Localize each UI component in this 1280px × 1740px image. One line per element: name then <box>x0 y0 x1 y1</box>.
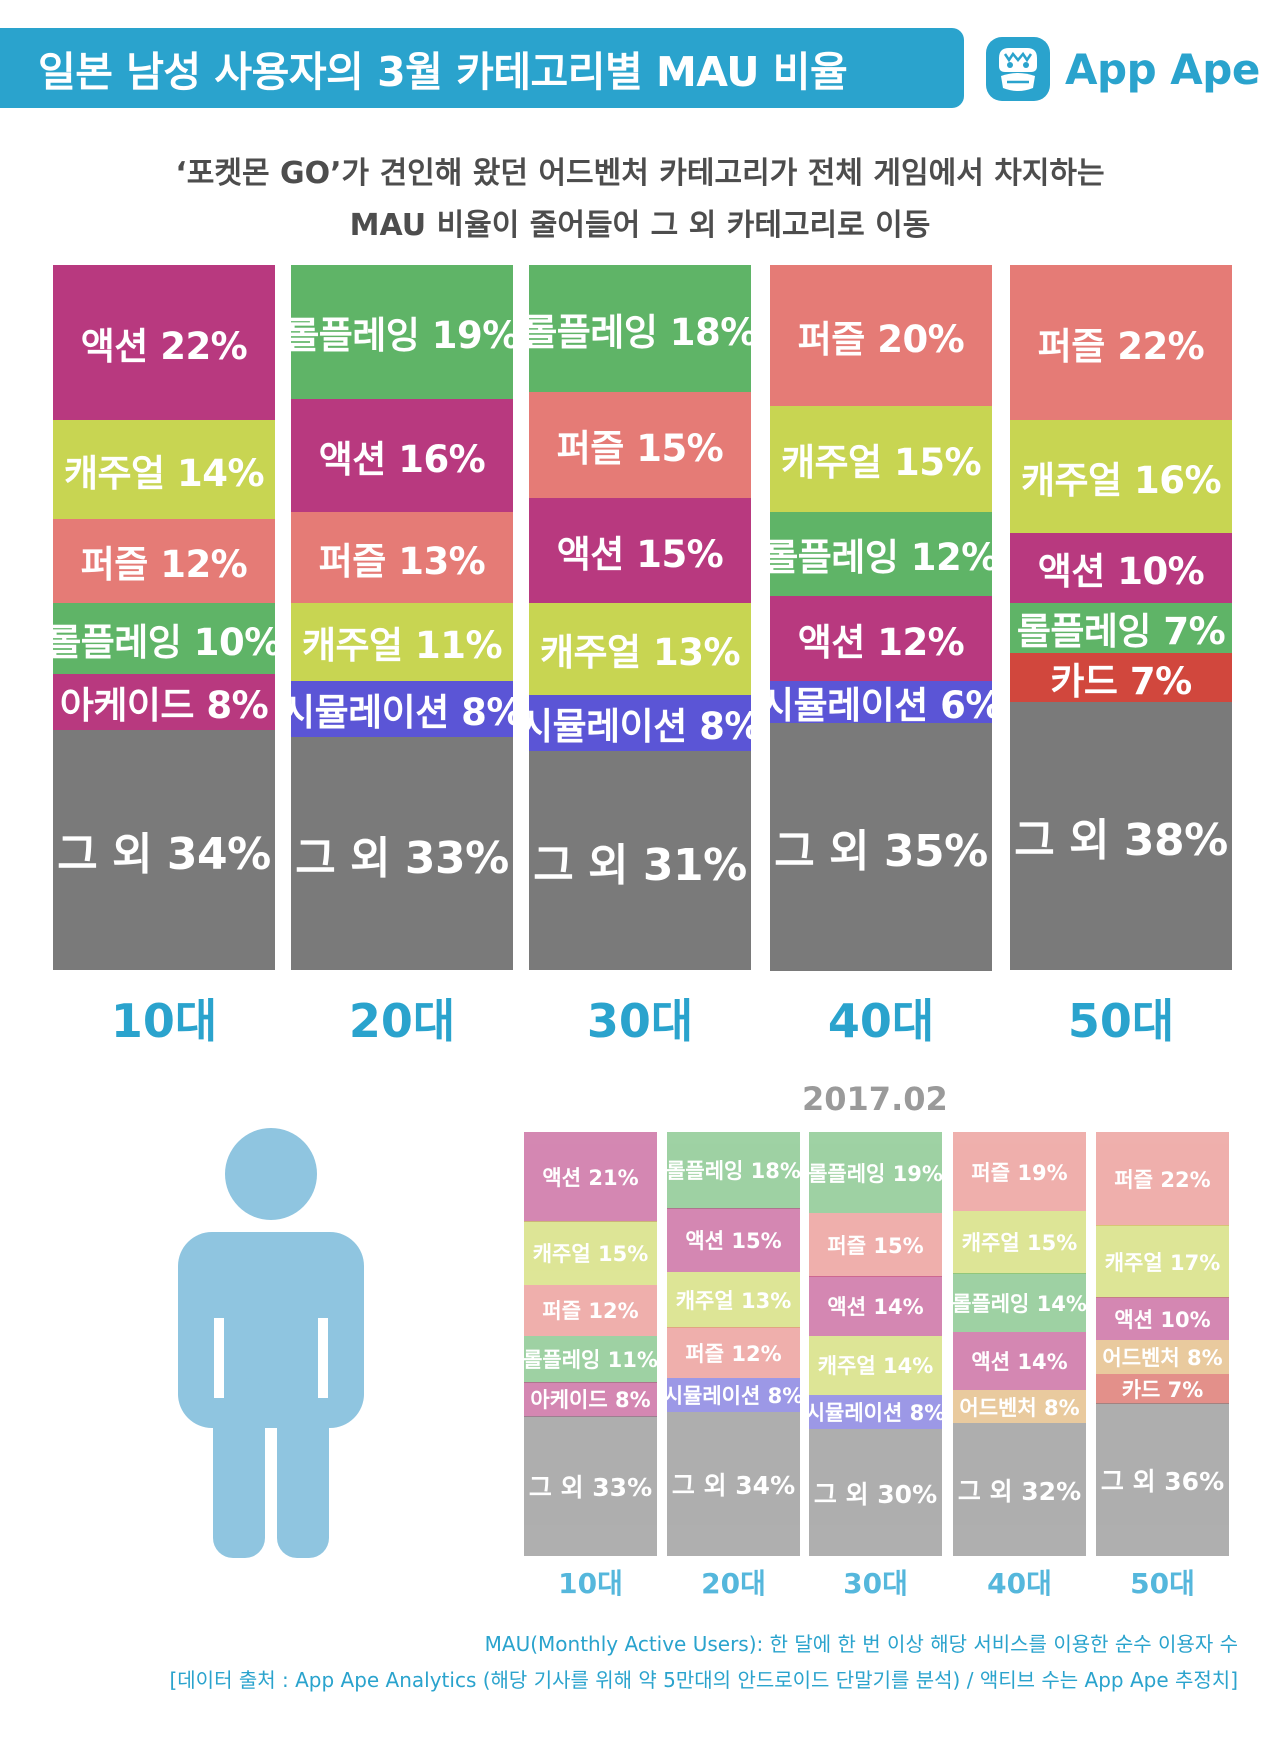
age-group-label: 20대 <box>348 994 456 1048</box>
bar-segment: 카드 7% <box>1010 652 1232 703</box>
bar-segment: 아케이드 8% <box>53 673 275 731</box>
bar-segment: 액션 21% <box>524 1132 657 1222</box>
bar-segment: 그 외 32% <box>953 1422 1086 1557</box>
bar-segment: 아케이드 8% <box>524 1382 657 1417</box>
bar-segment: 퍼즐 12% <box>53 518 275 604</box>
bar-segment: 퍼즐 20% <box>770 265 992 407</box>
bar-segment: 퍼즐 15% <box>529 391 751 499</box>
age-group-label: 50대 <box>1067 994 1175 1048</box>
bar-segment: 롤플레잉 10% <box>53 603 275 675</box>
subtitle: ‘포켓몬 GO’가 견인해 왔던 어드벤처 카테고리가 전체 게임에서 차지하는… <box>0 148 1280 252</box>
age-group-label: 20대 <box>701 1567 766 1600</box>
bar-segment: 퍼즐 12% <box>524 1284 657 1336</box>
logo-text: App Ape <box>1065 44 1260 94</box>
bar-segment: 액션 22% <box>53 265 275 421</box>
bar-segment: 그 외 38% <box>1010 702 1232 971</box>
bar-segment: 롤플레잉 18% <box>529 265 751 393</box>
bar-segment: 그 외 30% <box>809 1428 942 1557</box>
bar-segment: 시뮬레이션 8% <box>667 1377 800 1413</box>
footnote-source: [데이터 출처 : App Ape Analytics (해당 기사를 위해 약… <box>169 1668 1238 1692</box>
bar-segment: 퍼즐 22% <box>1096 1132 1229 1226</box>
bar-segment: 캐주얼 14% <box>53 420 275 520</box>
app-ape-logo: App Ape <box>985 36 1260 102</box>
bar-segment: 캐주얼 11% <box>291 603 513 682</box>
age-group-label: 30대 <box>843 1567 908 1600</box>
bar-segment: 롤플레잉 12% <box>770 511 992 597</box>
bar-segment: 그 외 33% <box>291 737 513 971</box>
bar-segment: 시뮬레이션 6% <box>770 680 992 724</box>
bar-segment: 그 외 34% <box>667 1411 800 1557</box>
bar-segment: 액션 15% <box>667 1208 800 1273</box>
bar-segment: 액션 16% <box>291 398 513 513</box>
bar-segment: 그 외 35% <box>770 723 992 971</box>
bar-segment: 캐주얼 15% <box>524 1221 657 1286</box>
bar-segment: 퍼즐 15% <box>809 1212 942 1277</box>
ape-face-icon <box>986 37 1050 101</box>
age-group-label: 10대 <box>110 994 218 1048</box>
bar-segment: 캐주얼 15% <box>770 406 992 513</box>
age-group-label: 10대 <box>558 1567 623 1600</box>
page-title: 일본 남성 사용자의 3월 카테고리별 MAU 비율 <box>0 28 964 108</box>
bar-segment: 퍼즐 12% <box>667 1327 800 1379</box>
bar-segment: 롤플레잉 14% <box>953 1273 1086 1333</box>
bar-segment: 캐주얼 14% <box>809 1335 942 1396</box>
age-group-label: 30대 <box>586 994 694 1048</box>
bar-segment: 캐주얼 13% <box>529 603 751 696</box>
age-group-label: 40대 <box>987 1567 1052 1600</box>
bar-segment: 롤플레잉 18% <box>667 1132 800 1209</box>
bar-segment: 캐주얼 17% <box>1096 1225 1229 1298</box>
bar-segment: 그 외 31% <box>529 751 751 971</box>
bar-segment: 롤플레잉 7% <box>1010 603 1232 654</box>
bar-segment: 캐주얼 16% <box>1010 420 1232 534</box>
subtitle-line: ‘포켓몬 GO’가 견인해 왔던 어드벤처 카테고리가 전체 게임에서 차지하는 <box>175 156 1105 191</box>
bar-segment: 그 외 36% <box>1096 1403 1229 1557</box>
person-icon <box>178 1128 364 1558</box>
bar-segment: 시뮬레이션 8% <box>291 680 513 738</box>
bar-segment: 롤플레잉 19% <box>291 265 513 400</box>
footnote-mau: MAU(Monthly Active Users): 한 달에 한 번 이상 해… <box>484 1632 1238 1656</box>
bar-segment: 캐주얼 15% <box>953 1210 1086 1274</box>
bar-segment: 그 외 33% <box>524 1416 657 1557</box>
age-group-label: 50대 <box>1130 1567 1195 1600</box>
bar-segment: 퍼즐 13% <box>291 511 513 604</box>
bar-segment: 어드벤처 8% <box>1096 1339 1229 1375</box>
small-chart-title: 2017.02 <box>802 1080 948 1118</box>
bar-segment: 롤플레잉 11% <box>524 1335 657 1383</box>
bar-segment: 액션 15% <box>529 497 751 604</box>
bar-segment: 액션 14% <box>953 1331 1086 1391</box>
bar-segment: 시뮬레이션 8% <box>529 695 751 752</box>
bar-segment: 퍼즐 19% <box>953 1132 1086 1212</box>
age-group-label: 40대 <box>827 994 935 1048</box>
bar-segment: 그 외 34% <box>53 730 275 971</box>
bar-segment: 캐주얼 13% <box>667 1271 800 1328</box>
bar-segment: 액션 10% <box>1010 532 1232 604</box>
bar-segment: 카드 7% <box>1096 1373 1229 1404</box>
bar-segment: 액션 12% <box>770 596 992 682</box>
bar-segment: 액션 14% <box>809 1276 942 1337</box>
bar-segment: 액션 10% <box>1096 1297 1229 1341</box>
bar-segment: 퍼즐 22% <box>1010 265 1232 421</box>
subtitle-line: MAU 비율이 줄어들어 그 외 카테고리로 이동 <box>349 208 931 243</box>
bar-segment: 시뮬레이션 8% <box>809 1394 942 1430</box>
bar-segment: 어드벤처 8% <box>953 1389 1086 1424</box>
bar-segment: 롤플레잉 19% <box>809 1132 942 1214</box>
